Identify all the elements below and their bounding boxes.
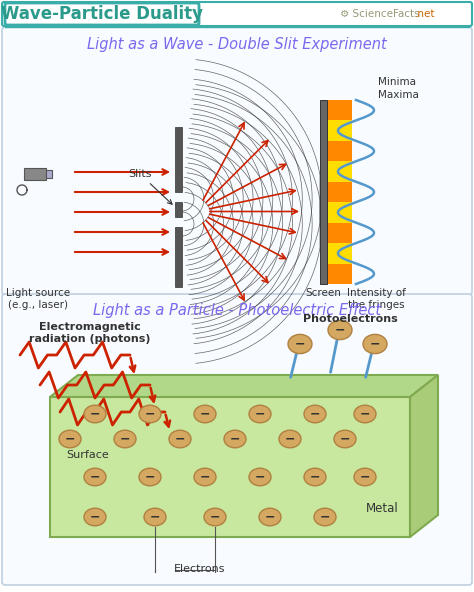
Ellipse shape [328, 320, 352, 340]
Text: Photoelectrons: Photoelectrons [302, 314, 397, 324]
FancyBboxPatch shape [2, 2, 472, 26]
Text: −: − [320, 510, 330, 523]
Text: −: − [265, 510, 275, 523]
Text: ⚙ ScienceFacts: ⚙ ScienceFacts [340, 9, 419, 19]
Ellipse shape [363, 334, 387, 353]
Polygon shape [50, 375, 438, 397]
Text: −: − [335, 323, 345, 336]
Ellipse shape [304, 468, 326, 486]
Text: Minima: Minima [378, 77, 416, 87]
Ellipse shape [249, 405, 271, 423]
Ellipse shape [354, 405, 376, 423]
Text: .net: .net [415, 9, 436, 19]
Text: −: − [310, 407, 320, 420]
Ellipse shape [204, 508, 226, 526]
Bar [328, 120, 352, 141]
Ellipse shape [304, 405, 326, 423]
Text: Maxima: Maxima [378, 90, 419, 100]
Text: −: − [145, 407, 155, 420]
Ellipse shape [84, 508, 106, 526]
Bar [50, 397, 410, 537]
Ellipse shape [224, 430, 246, 448]
Text: −: − [340, 433, 350, 446]
Text: −: − [255, 407, 265, 420]
Text: Light as a Wave - Double Slit Experiment: Light as a Wave - Double Slit Experiment [87, 37, 387, 52]
Ellipse shape [84, 468, 106, 486]
Ellipse shape [194, 405, 216, 423]
Text: −: − [90, 407, 100, 420]
Ellipse shape [59, 430, 81, 448]
Bar [320, 100, 327, 284]
Text: Screen: Screen [305, 288, 341, 298]
Bar [175, 202, 182, 217]
Bar [328, 263, 352, 284]
Bar [46, 170, 52, 178]
FancyBboxPatch shape [5, 3, 199, 25]
Text: Electrons: Electrons [174, 564, 226, 574]
Ellipse shape [334, 430, 356, 448]
Ellipse shape [114, 430, 136, 448]
Text: −: − [295, 337, 305, 350]
Text: Electromagnetic
radiation (photons): Electromagnetic radiation (photons) [29, 322, 151, 343]
Text: Light source
(e.g., laser): Light source (e.g., laser) [6, 288, 70, 310]
Ellipse shape [139, 405, 161, 423]
Bar [328, 202, 352, 223]
Bar [328, 162, 352, 182]
Bar [175, 227, 182, 287]
Ellipse shape [249, 468, 271, 486]
Text: −: − [230, 433, 240, 446]
FancyBboxPatch shape [2, 294, 472, 585]
Bar [328, 100, 352, 120]
Bar [328, 182, 352, 202]
Ellipse shape [314, 508, 336, 526]
FancyBboxPatch shape [2, 27, 472, 295]
Ellipse shape [288, 334, 312, 353]
Text: −: − [370, 337, 380, 350]
Text: −: − [150, 510, 160, 523]
Text: Metal: Metal [365, 503, 398, 516]
Text: −: − [200, 407, 210, 420]
Ellipse shape [354, 468, 376, 486]
Polygon shape [410, 375, 438, 537]
Text: −: − [120, 433, 130, 446]
Bar [328, 243, 352, 263]
Text: Light as a Particle - Photoelectric Effect: Light as a Particle - Photoelectric Effe… [93, 303, 381, 317]
Text: −: − [200, 471, 210, 484]
Text: −: − [285, 433, 295, 446]
Ellipse shape [169, 430, 191, 448]
Bar [328, 141, 352, 162]
Ellipse shape [139, 468, 161, 486]
Text: −: − [255, 471, 265, 484]
Ellipse shape [259, 508, 281, 526]
Text: −: − [90, 510, 100, 523]
Text: Slits: Slits [128, 169, 172, 204]
Text: −: − [360, 471, 370, 484]
Text: −: − [310, 471, 320, 484]
Text: −: − [210, 510, 220, 523]
Bar [24, 168, 46, 180]
Bar [328, 223, 352, 243]
Ellipse shape [84, 405, 106, 423]
Text: −: − [175, 433, 185, 446]
Text: Wave-Particle Duality: Wave-Particle Duality [1, 5, 203, 23]
Text: −: − [90, 471, 100, 484]
Text: −: − [360, 407, 370, 420]
Text: −: − [145, 471, 155, 484]
Text: Intensity of
the fringes: Intensity of the fringes [346, 288, 405, 310]
Ellipse shape [144, 508, 166, 526]
Text: Surface: Surface [67, 450, 109, 460]
Bar [175, 127, 182, 192]
Text: −: − [65, 433, 75, 446]
Ellipse shape [279, 430, 301, 448]
Ellipse shape [194, 468, 216, 486]
